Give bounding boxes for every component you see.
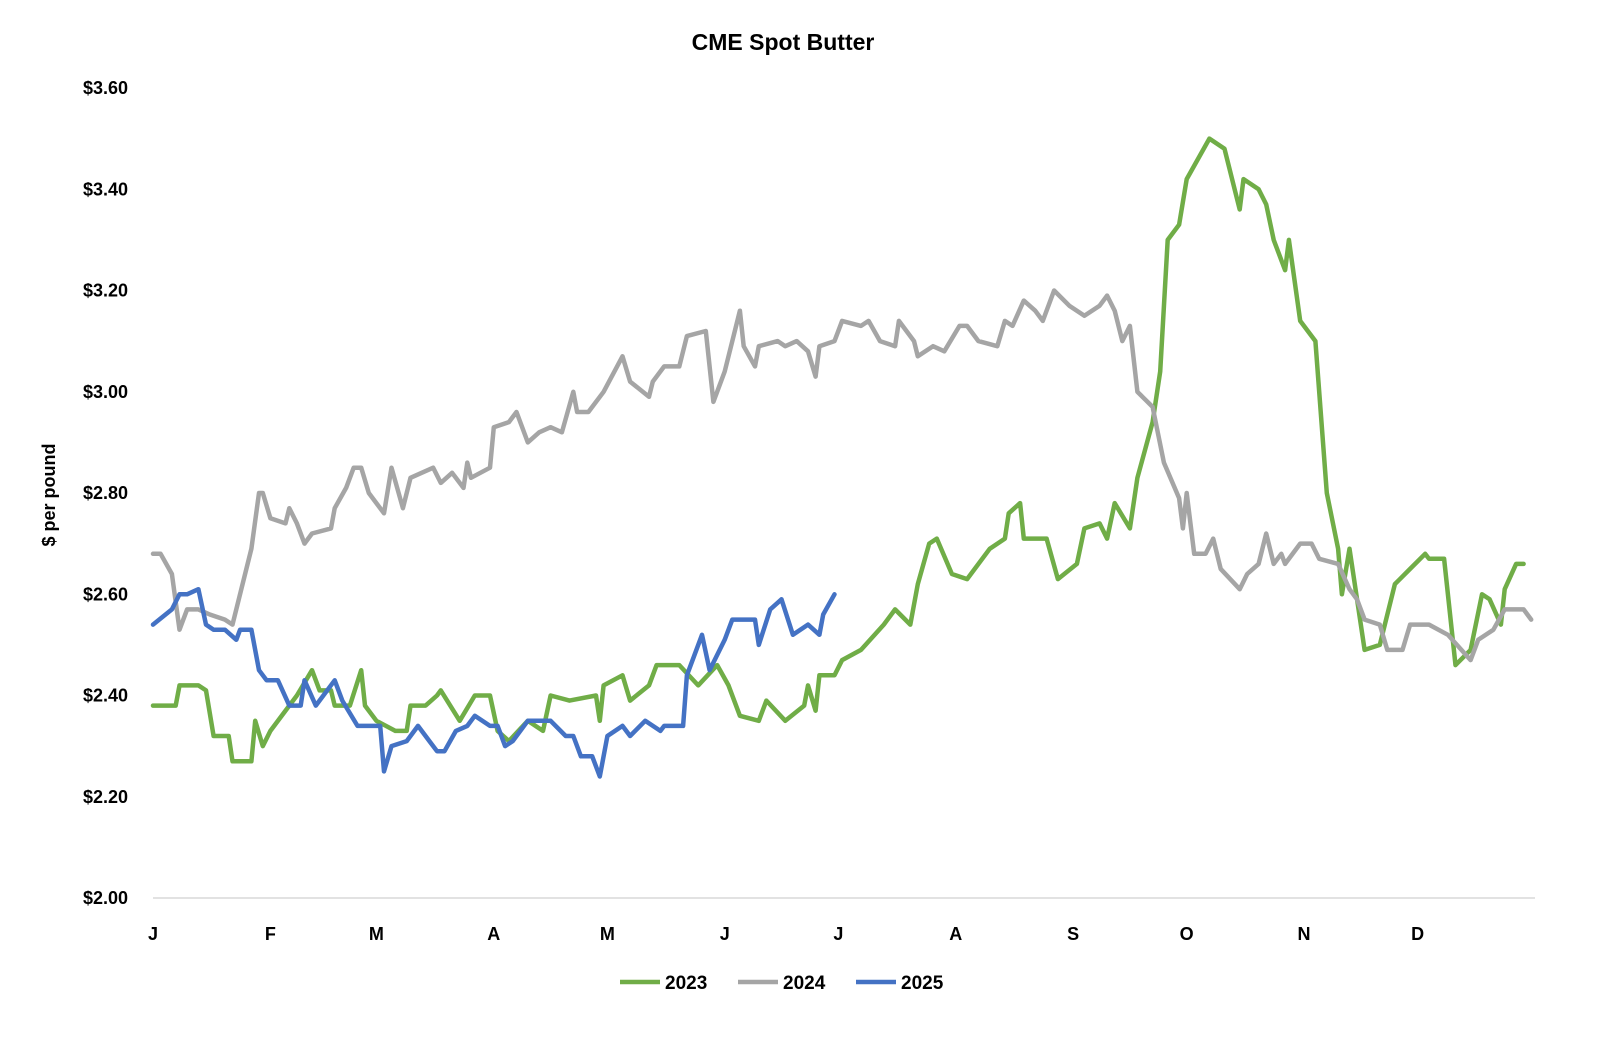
legend-label: 2024 — [783, 973, 826, 994]
x-tick-label: D — [1411, 924, 1424, 944]
y-tick-label: $2.20 — [83, 787, 128, 807]
x-tick-label: N — [1298, 924, 1311, 944]
y-tick-label: $3.60 — [83, 78, 128, 98]
x-tick-label: J — [148, 924, 158, 944]
x-tick-label: S — [1067, 924, 1079, 944]
legend-item-2025: 2025 — [856, 973, 944, 994]
y-axis-ticks: $2.00 $2.20 $2.40 $2.60 $2.80 $3.00 $3.20 $3.40… — [83, 78, 128, 908]
series-line-2024 — [150, 288, 1534, 663]
x-tick-label: M — [369, 924, 384, 944]
x-tick-label: J — [720, 924, 730, 944]
y-tick-label: $2.00 — [83, 888, 128, 908]
legend: 2023 2024 2025 — [620, 973, 944, 994]
series-lines — [150, 136, 1534, 779]
y-tick-label: $2.60 — [83, 584, 128, 604]
x-tick-label: O — [1180, 924, 1194, 944]
x-tick-label: J — [833, 924, 843, 944]
x-tick-label: A — [487, 924, 500, 944]
legend-item-2024: 2024 — [738, 973, 826, 994]
y-tick-label: $2.80 — [83, 483, 128, 503]
y-tick-label: $3.00 — [83, 382, 128, 402]
x-tick-label: F — [265, 924, 276, 944]
y-tick-label: $3.40 — [83, 179, 128, 199]
x-tick-label: M — [600, 924, 615, 944]
series-line-2023 — [150, 136, 1526, 764]
chart-title: CME Spot Butter — [692, 29, 875, 55]
legend-label: 2025 — [901, 973, 944, 994]
y-tick-label: $3.20 — [83, 281, 128, 301]
legend-label: 2023 — [665, 973, 707, 994]
legend-item-2023: 2023 — [620, 973, 707, 994]
y-axis-label: $ per pound — [39, 444, 59, 547]
series-line-2025 — [150, 586, 837, 779]
y-tick-label: $2.40 — [83, 686, 128, 706]
x-tick-label: A — [949, 924, 962, 944]
